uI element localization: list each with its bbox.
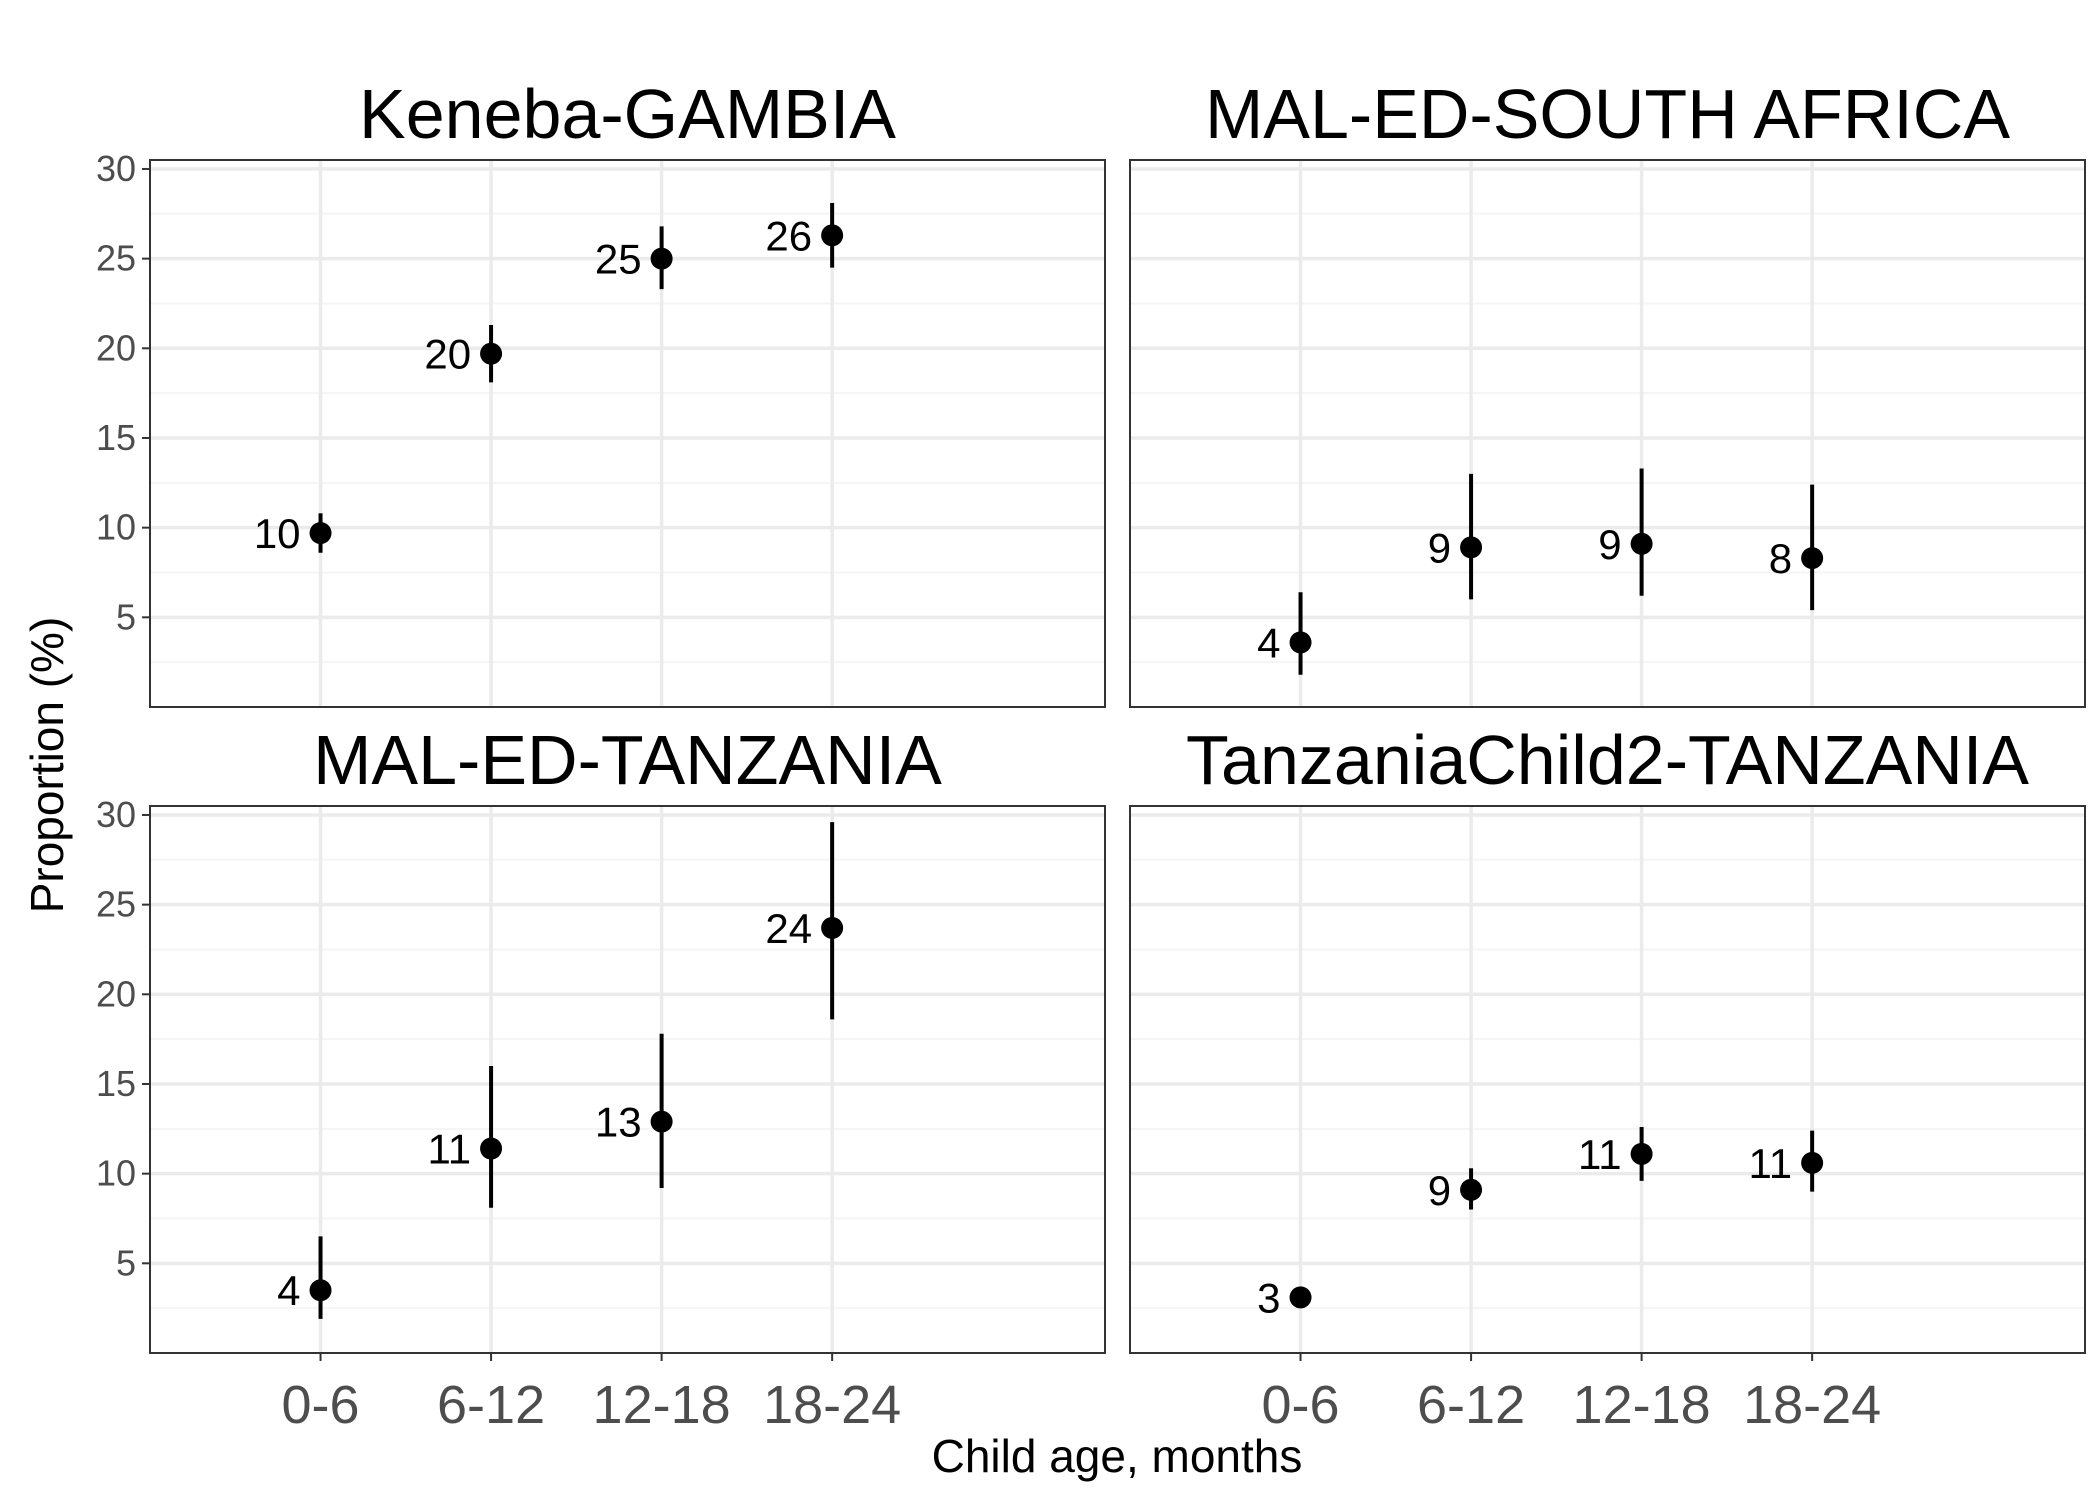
data-point: [1460, 536, 1483, 559]
data-point: [309, 522, 332, 545]
data-label: 10: [254, 510, 301, 557]
data-point: [480, 342, 503, 365]
panel-border: [149, 159, 1106, 708]
data-label: 11: [1578, 1131, 1622, 1178]
panel-border: [1129, 159, 2086, 708]
data-point: [1801, 1151, 1824, 1174]
data-point: [1630, 1142, 1653, 1165]
y-tick-label: 25: [96, 884, 136, 925]
x-tick-label: 18-24: [763, 1375, 901, 1435]
panel-1: Keneba-GAMBIA 5 10 15 20 25 30 10 20 25 26: [96, 75, 1106, 708]
data-point: [650, 247, 673, 270]
y-tick-label: 10: [96, 1153, 136, 1194]
x-tick-label: 12-18: [593, 1375, 731, 1435]
y-tick-label: 15: [96, 1063, 136, 1104]
data-point: [1801, 547, 1824, 570]
data-label: 4: [277, 1267, 300, 1314]
data-point: [650, 1110, 673, 1133]
panel-3: MAL-ED-TANZANIA 5 10 15 20 25 30 0-6 6-12 12-18 18…: [96, 721, 1106, 1435]
x-axis-label: Child age, months: [932, 1430, 1303, 1482]
data-point: [1630, 532, 1653, 555]
panel-title: Keneba-GAMBIA: [359, 75, 896, 153]
data-label: 24: [765, 905, 812, 952]
y-axis-label: Proportion (%): [21, 617, 73, 914]
x-tick-label: 6-12: [1417, 1375, 1525, 1435]
data-label: 3: [1257, 1274, 1280, 1321]
panel-2: MAL-ED-SOUTH AFRICA 4 9 9 8: [1129, 75, 2086, 708]
data-point: [821, 224, 844, 247]
y-tick-label: 20: [96, 973, 136, 1014]
panel-border: [149, 805, 1106, 1354]
panel-background: [1130, 806, 2085, 1353]
y-tick-label: 5: [116, 596, 136, 637]
panel-border: [1129, 805, 2086, 1354]
data-point: [480, 1137, 503, 1160]
data-label: 9: [1428, 524, 1451, 571]
y-tick-label: 10: [96, 507, 136, 548]
y-tick-label: 30: [96, 148, 136, 189]
data-label: 20: [424, 331, 471, 378]
data-label: 8: [1769, 535, 1792, 582]
x-tick-label: 0-6: [1262, 1375, 1340, 1435]
data-label: 9: [1428, 1167, 1451, 1214]
x-tick-label: 12-18: [1573, 1375, 1711, 1435]
data-point: [1289, 1286, 1312, 1309]
data-point: [1460, 1178, 1483, 1201]
y-tick-label: 5: [116, 1242, 136, 1283]
panel-title: MAL-ED-SOUTH AFRICA: [1205, 75, 2010, 153]
data-label: 11: [427, 1126, 471, 1173]
data-label: 4: [1257, 619, 1280, 666]
data-label: 26: [765, 212, 812, 259]
data-point: [821, 916, 844, 939]
x-tick-label: 18-24: [1743, 1375, 1881, 1435]
data-label: 25: [595, 236, 642, 283]
data-label: 9: [1598, 521, 1621, 568]
y-tick-label: 30: [96, 794, 136, 835]
data-label: 13: [595, 1099, 642, 1146]
y-tick-label: 15: [96, 417, 136, 458]
y-tick-label: 25: [96, 238, 136, 279]
y-tick-label: 20: [96, 327, 136, 368]
data-point: [1289, 631, 1312, 654]
panel-4: TanzaniaChild2-TANZANIA 0-6 6-12 12-18 18-24…: [1129, 721, 2086, 1435]
panel-title: TanzaniaChild2-TANZANIA: [1186, 721, 2029, 799]
data-point: [309, 1279, 332, 1302]
x-tick-label: 6-12: [437, 1375, 545, 1435]
data-label: 11: [1749, 1140, 1793, 1187]
panel-title: MAL-ED-TANZANIA: [313, 721, 942, 799]
x-tick-label: 0-6: [282, 1375, 360, 1435]
